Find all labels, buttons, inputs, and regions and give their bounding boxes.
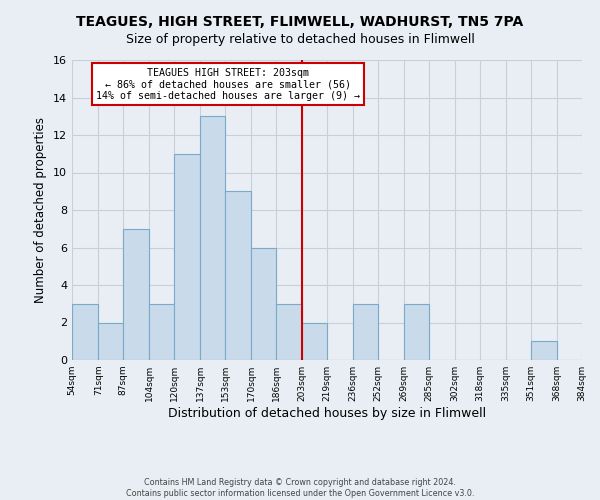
Bar [72,304,98,360]
X-axis label: Distribution of detached houses by size in Flimwell: Distribution of detached houses by size … [168,407,486,420]
Bar [149,304,174,360]
Bar [225,191,251,360]
Bar [353,304,378,360]
Text: Size of property relative to detached houses in Flimwell: Size of property relative to detached ho… [125,32,475,46]
Bar [200,116,225,360]
Text: TEAGUES HIGH STREET: 203sqm
← 86% of detached houses are smaller (56)
14% of sem: TEAGUES HIGH STREET: 203sqm ← 86% of det… [96,68,360,100]
Bar [123,229,149,360]
Bar [404,304,429,360]
Bar [302,322,327,360]
Bar [531,341,557,360]
Text: Contains HM Land Registry data © Crown copyright and database right 2024.
Contai: Contains HM Land Registry data © Crown c… [126,478,474,498]
Y-axis label: Number of detached properties: Number of detached properties [34,117,47,303]
Bar [98,322,123,360]
Bar [276,304,302,360]
Bar [251,248,276,360]
Bar [174,154,200,360]
Text: TEAGUES, HIGH STREET, FLIMWELL, WADHURST, TN5 7PA: TEAGUES, HIGH STREET, FLIMWELL, WADHURST… [76,15,524,29]
